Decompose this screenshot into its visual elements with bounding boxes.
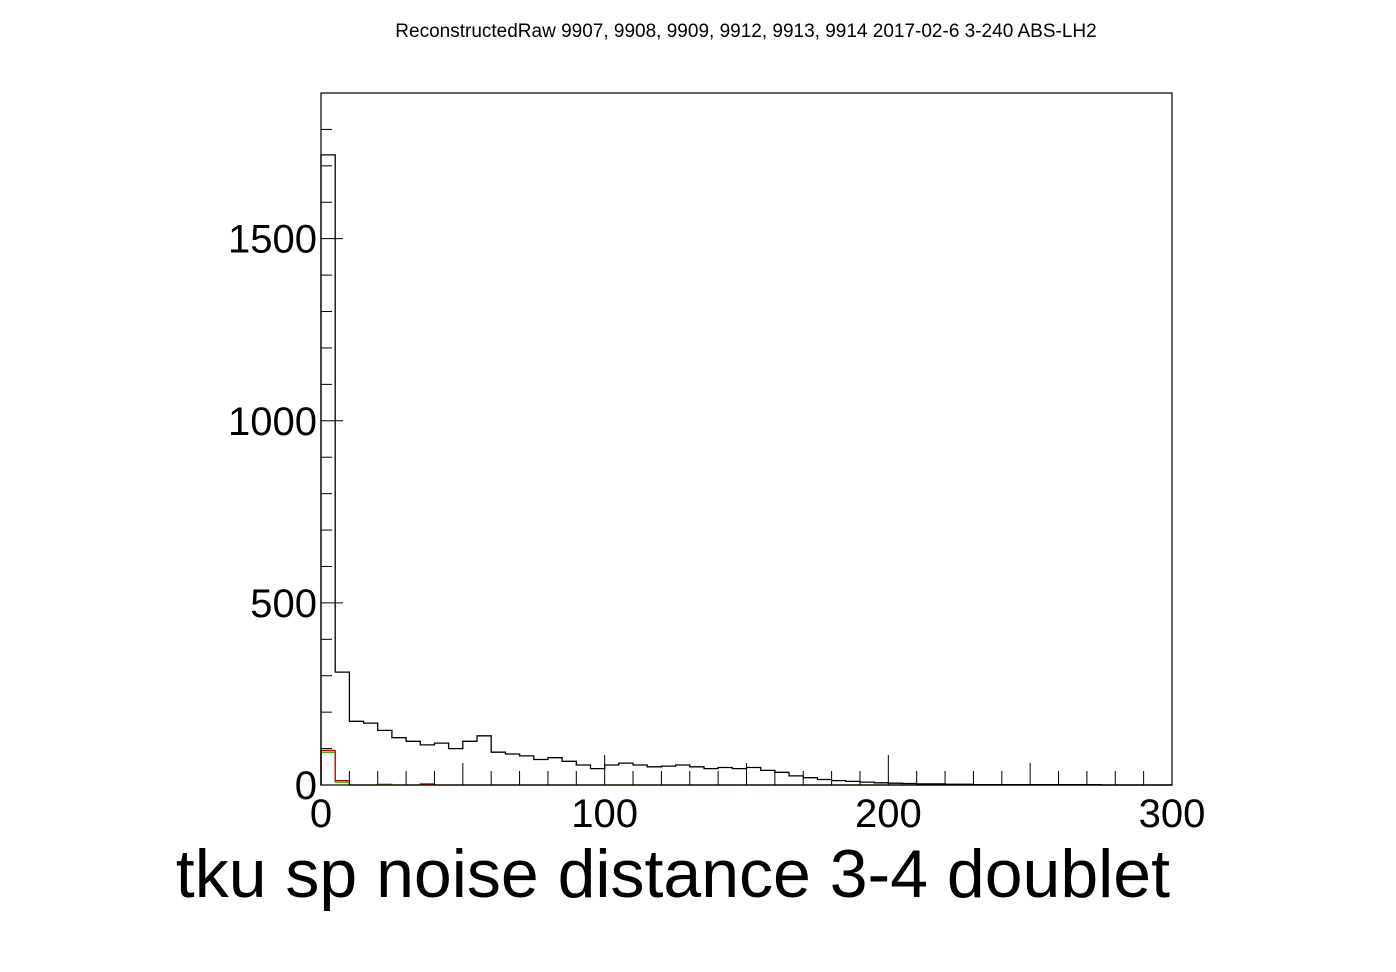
histogram-series-0 (320, 154, 1172, 786)
x-axis-label: tku sp noise distance 3-4 doublet (176, 836, 1170, 912)
chart-title: ReconstructedRaw 9907, 9908, 9909, 9912,… (395, 21, 1096, 42)
y-tick-label: 1500 (228, 218, 317, 262)
series-layer (320, 154, 1172, 786)
y-tick-label: 0 (295, 764, 317, 808)
y-tick-label: 1000 (228, 400, 317, 444)
y-tick-label: 500 (250, 582, 317, 626)
axis-layer: 0 500 1000 1500 0 100 200 300 (228, 92, 1206, 836)
x-tick-label: 100 (571, 792, 638, 836)
x-tick-label: 200 (855, 792, 922, 836)
x-tick-label: 300 (1139, 792, 1206, 836)
plot-frame (320, 92, 1173, 786)
x-tick-label: 0 (310, 792, 332, 836)
